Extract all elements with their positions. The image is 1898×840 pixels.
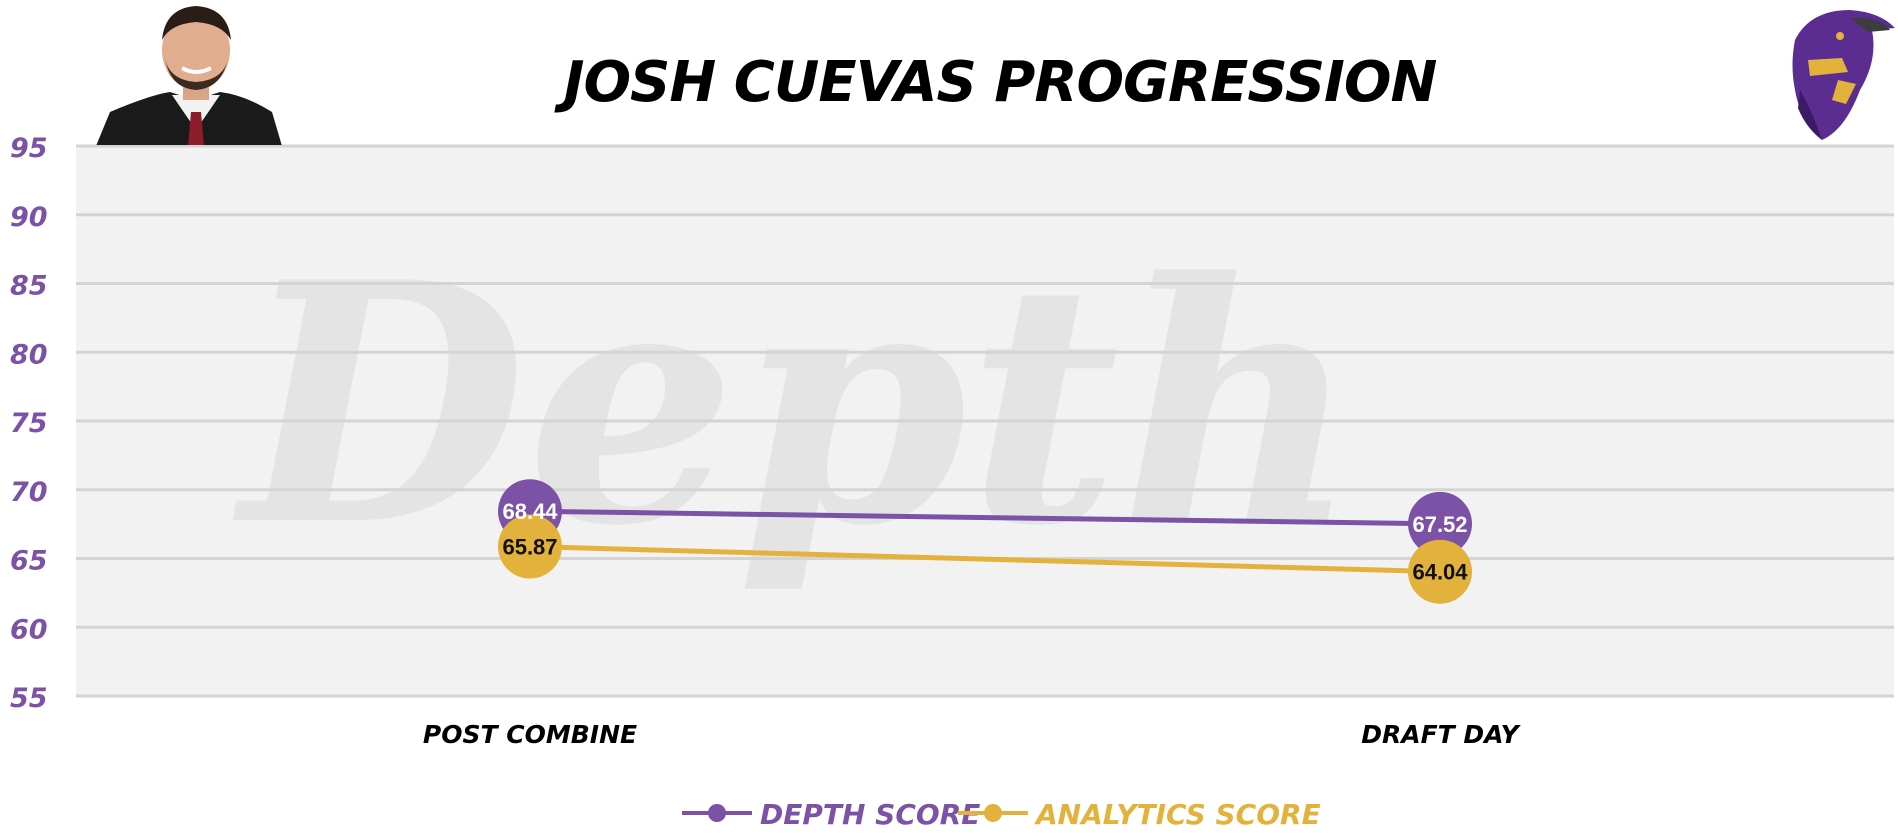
depth-score-data-label: 67.52 (1412, 512, 1467, 537)
legend-depth-label: DEPTH SCORE (760, 798, 980, 831)
y-tick-label: 85 (10, 271, 48, 302)
analytics-score-point (1408, 539, 1472, 604)
watermark-logo: Depth (230, 210, 1360, 598)
y-tick-label: 65 (10, 546, 48, 577)
y-tick-label: 90 (10, 202, 48, 233)
y-axis-ticks: 95 90 85 80 75 70 65 60 55 (10, 133, 48, 714)
analytics-score-point (498, 514, 562, 579)
y-tick-label: 75 (10, 408, 48, 439)
legend-analytics-label: ANALYTICS SCORE (1034, 798, 1321, 831)
x-tick-label: DRAFT DAY (1361, 720, 1521, 749)
x-tick-label: POST COMBINE (423, 720, 637, 749)
legend: DEPTH SCORE ANALYTICS SCORE (682, 798, 1321, 831)
chart-title: JOSH CUEVAS PROGRESSION (554, 50, 1437, 115)
gridlines (76, 144, 1894, 698)
y-tick-label: 80 (10, 339, 48, 370)
analytics-score-data-label: 64.04 (1412, 560, 1468, 585)
legend-depth-marker (708, 804, 726, 822)
y-tick-label: 55 (10, 683, 48, 714)
depth-score-line (529, 508, 1441, 527)
analytics-score-data-label: 65.87 (502, 535, 557, 560)
player-headshot-icon (96, 6, 282, 145)
watermark-text: Depth (230, 210, 1360, 598)
depth-score-point (1408, 491, 1472, 556)
raven-logo-icon (1792, 10, 1895, 140)
legend-analytics-marker (984, 804, 1002, 822)
y-tick-label: 60 (10, 614, 48, 645)
y-tick-label: 70 (10, 477, 48, 508)
y-tick-label: 95 (10, 133, 48, 164)
analytics-score-line (529, 544, 1441, 575)
depth-score-data-label: 68.44 (502, 499, 558, 524)
